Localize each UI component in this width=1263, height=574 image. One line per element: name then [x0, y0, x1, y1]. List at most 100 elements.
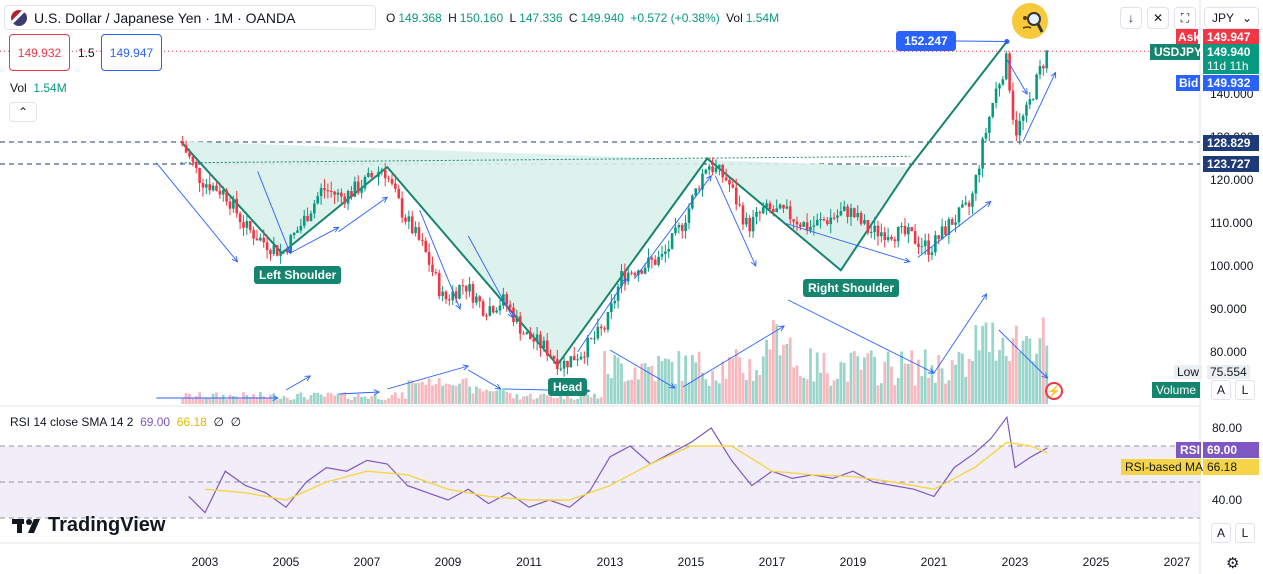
collapse-legend-button[interactable]: ⌃ — [9, 102, 37, 122]
candle-body — [785, 206, 789, 209]
candle-body — [356, 181, 360, 193]
trend-arrow — [1006, 59, 1027, 94]
candle-body — [873, 225, 876, 232]
candle-body — [286, 250, 289, 253]
volume-bar — [366, 398, 370, 404]
magnifier-face-icon — [1012, 3, 1048, 39]
candle-body — [670, 233, 674, 249]
volume-bar — [235, 396, 239, 404]
volume-bar — [1008, 360, 1011, 404]
volume-bar — [471, 393, 475, 404]
candle-body — [225, 190, 228, 202]
candle-body — [731, 184, 735, 188]
volume-bar — [373, 394, 377, 404]
candle-body — [859, 213, 863, 224]
settings-gear-icon[interactable]: ⚙ — [1226, 555, 1240, 572]
volume-bar — [603, 350, 606, 404]
candle-body — [1004, 53, 1008, 80]
volume-bar — [400, 392, 404, 404]
candle-body — [424, 240, 428, 253]
ask-label: Ask — [1176, 29, 1201, 45]
fullscreen-icon[interactable]: ⛶ — [1174, 7, 1196, 29]
rsi-value-tag: 69.00 — [1203, 442, 1259, 458]
trend-arrow — [289, 227, 339, 254]
candle-body — [542, 340, 546, 349]
volume-bar — [353, 396, 357, 404]
candle-body — [829, 217, 833, 225]
arrow-down-icon[interactable]: ↓ — [1120, 7, 1142, 29]
neckline — [180, 155, 910, 164]
volume-bar — [856, 356, 860, 404]
candle-body — [920, 246, 924, 248]
candle-body — [583, 356, 586, 358]
candle-body — [937, 235, 941, 240]
volume-bar — [522, 396, 525, 404]
volume-bar — [532, 399, 536, 404]
volume-bar — [225, 399, 228, 404]
buy-button[interactable]: 149.947 — [101, 34, 162, 71]
trend-arrow — [917, 202, 991, 258]
candle-body — [633, 272, 637, 276]
last-price-tag: 149.940 — [1203, 44, 1259, 60]
candle-body — [593, 338, 596, 340]
volume-bar — [663, 358, 667, 404]
candle-body — [444, 291, 448, 300]
candle-body — [967, 202, 971, 207]
volume-bar — [960, 353, 964, 404]
candle-body — [468, 284, 471, 292]
candle-body — [461, 285, 465, 287]
lightning-icon[interactable]: ⚡ — [1045, 382, 1063, 400]
volume-bar — [491, 391, 495, 404]
volume-bar — [454, 385, 458, 404]
time-tick: 2015 — [678, 555, 705, 569]
pattern-outline — [179, 40, 1008, 367]
peak-leader — [955, 40, 1007, 43]
close-icon[interactable]: ✕ — [1147, 7, 1169, 29]
volume-bar — [387, 398, 390, 404]
sell-button[interactable]: 149.932 — [9, 34, 70, 71]
volume-bar — [252, 394, 255, 404]
candle-body — [512, 307, 515, 323]
volume-bar — [724, 378, 728, 404]
candle-body — [380, 169, 384, 172]
candle-body — [559, 368, 563, 370]
volume-bar — [319, 394, 323, 404]
volume-bar — [512, 398, 515, 404]
log-scale-button-top[interactable]: L — [1235, 380, 1255, 400]
trend-arrow — [338, 197, 388, 232]
high-value: 150.160 — [459, 11, 504, 25]
candle-body — [363, 176, 367, 189]
candle-body — [900, 225, 903, 227]
candle-body — [836, 215, 839, 218]
log-scale-button[interactable]: L — [1235, 523, 1255, 543]
candle-body — [822, 219, 826, 221]
candle-body — [927, 240, 930, 255]
volume-bar — [903, 363, 907, 404]
auto-scale-button-top[interactable]: A — [1211, 380, 1231, 400]
volume-bar — [407, 380, 411, 404]
candle-body — [556, 359, 559, 370]
rsi-tick: 80.00 — [1212, 421, 1242, 435]
time-tick: 2023 — [1002, 555, 1029, 569]
candle-body — [431, 264, 434, 273]
symbol-title-bar[interactable]: U.S. Dollar / Japanese Yen · 1M · OANDA — [4, 5, 376, 30]
candle-body — [552, 356, 556, 360]
time-tick: 2013 — [597, 555, 624, 569]
head-label: Head — [548, 378, 588, 396]
volume-bar — [694, 362, 698, 404]
candle-body — [471, 284, 475, 303]
volume-bar — [785, 343, 789, 404]
volume-bar — [771, 320, 775, 404]
currency-select[interactable]: JPY ⌄ — [1204, 7, 1259, 29]
auto-scale-button[interactable]: A — [1211, 523, 1231, 543]
volume-bar — [809, 348, 812, 404]
volume-bar — [518, 399, 522, 404]
candle-body — [377, 171, 380, 177]
candle-body — [1035, 74, 1038, 100]
candle-body — [198, 168, 201, 183]
candle-body — [923, 240, 927, 247]
candle-body — [596, 326, 600, 339]
candle-body — [289, 235, 293, 253]
candle-body — [346, 191, 350, 204]
